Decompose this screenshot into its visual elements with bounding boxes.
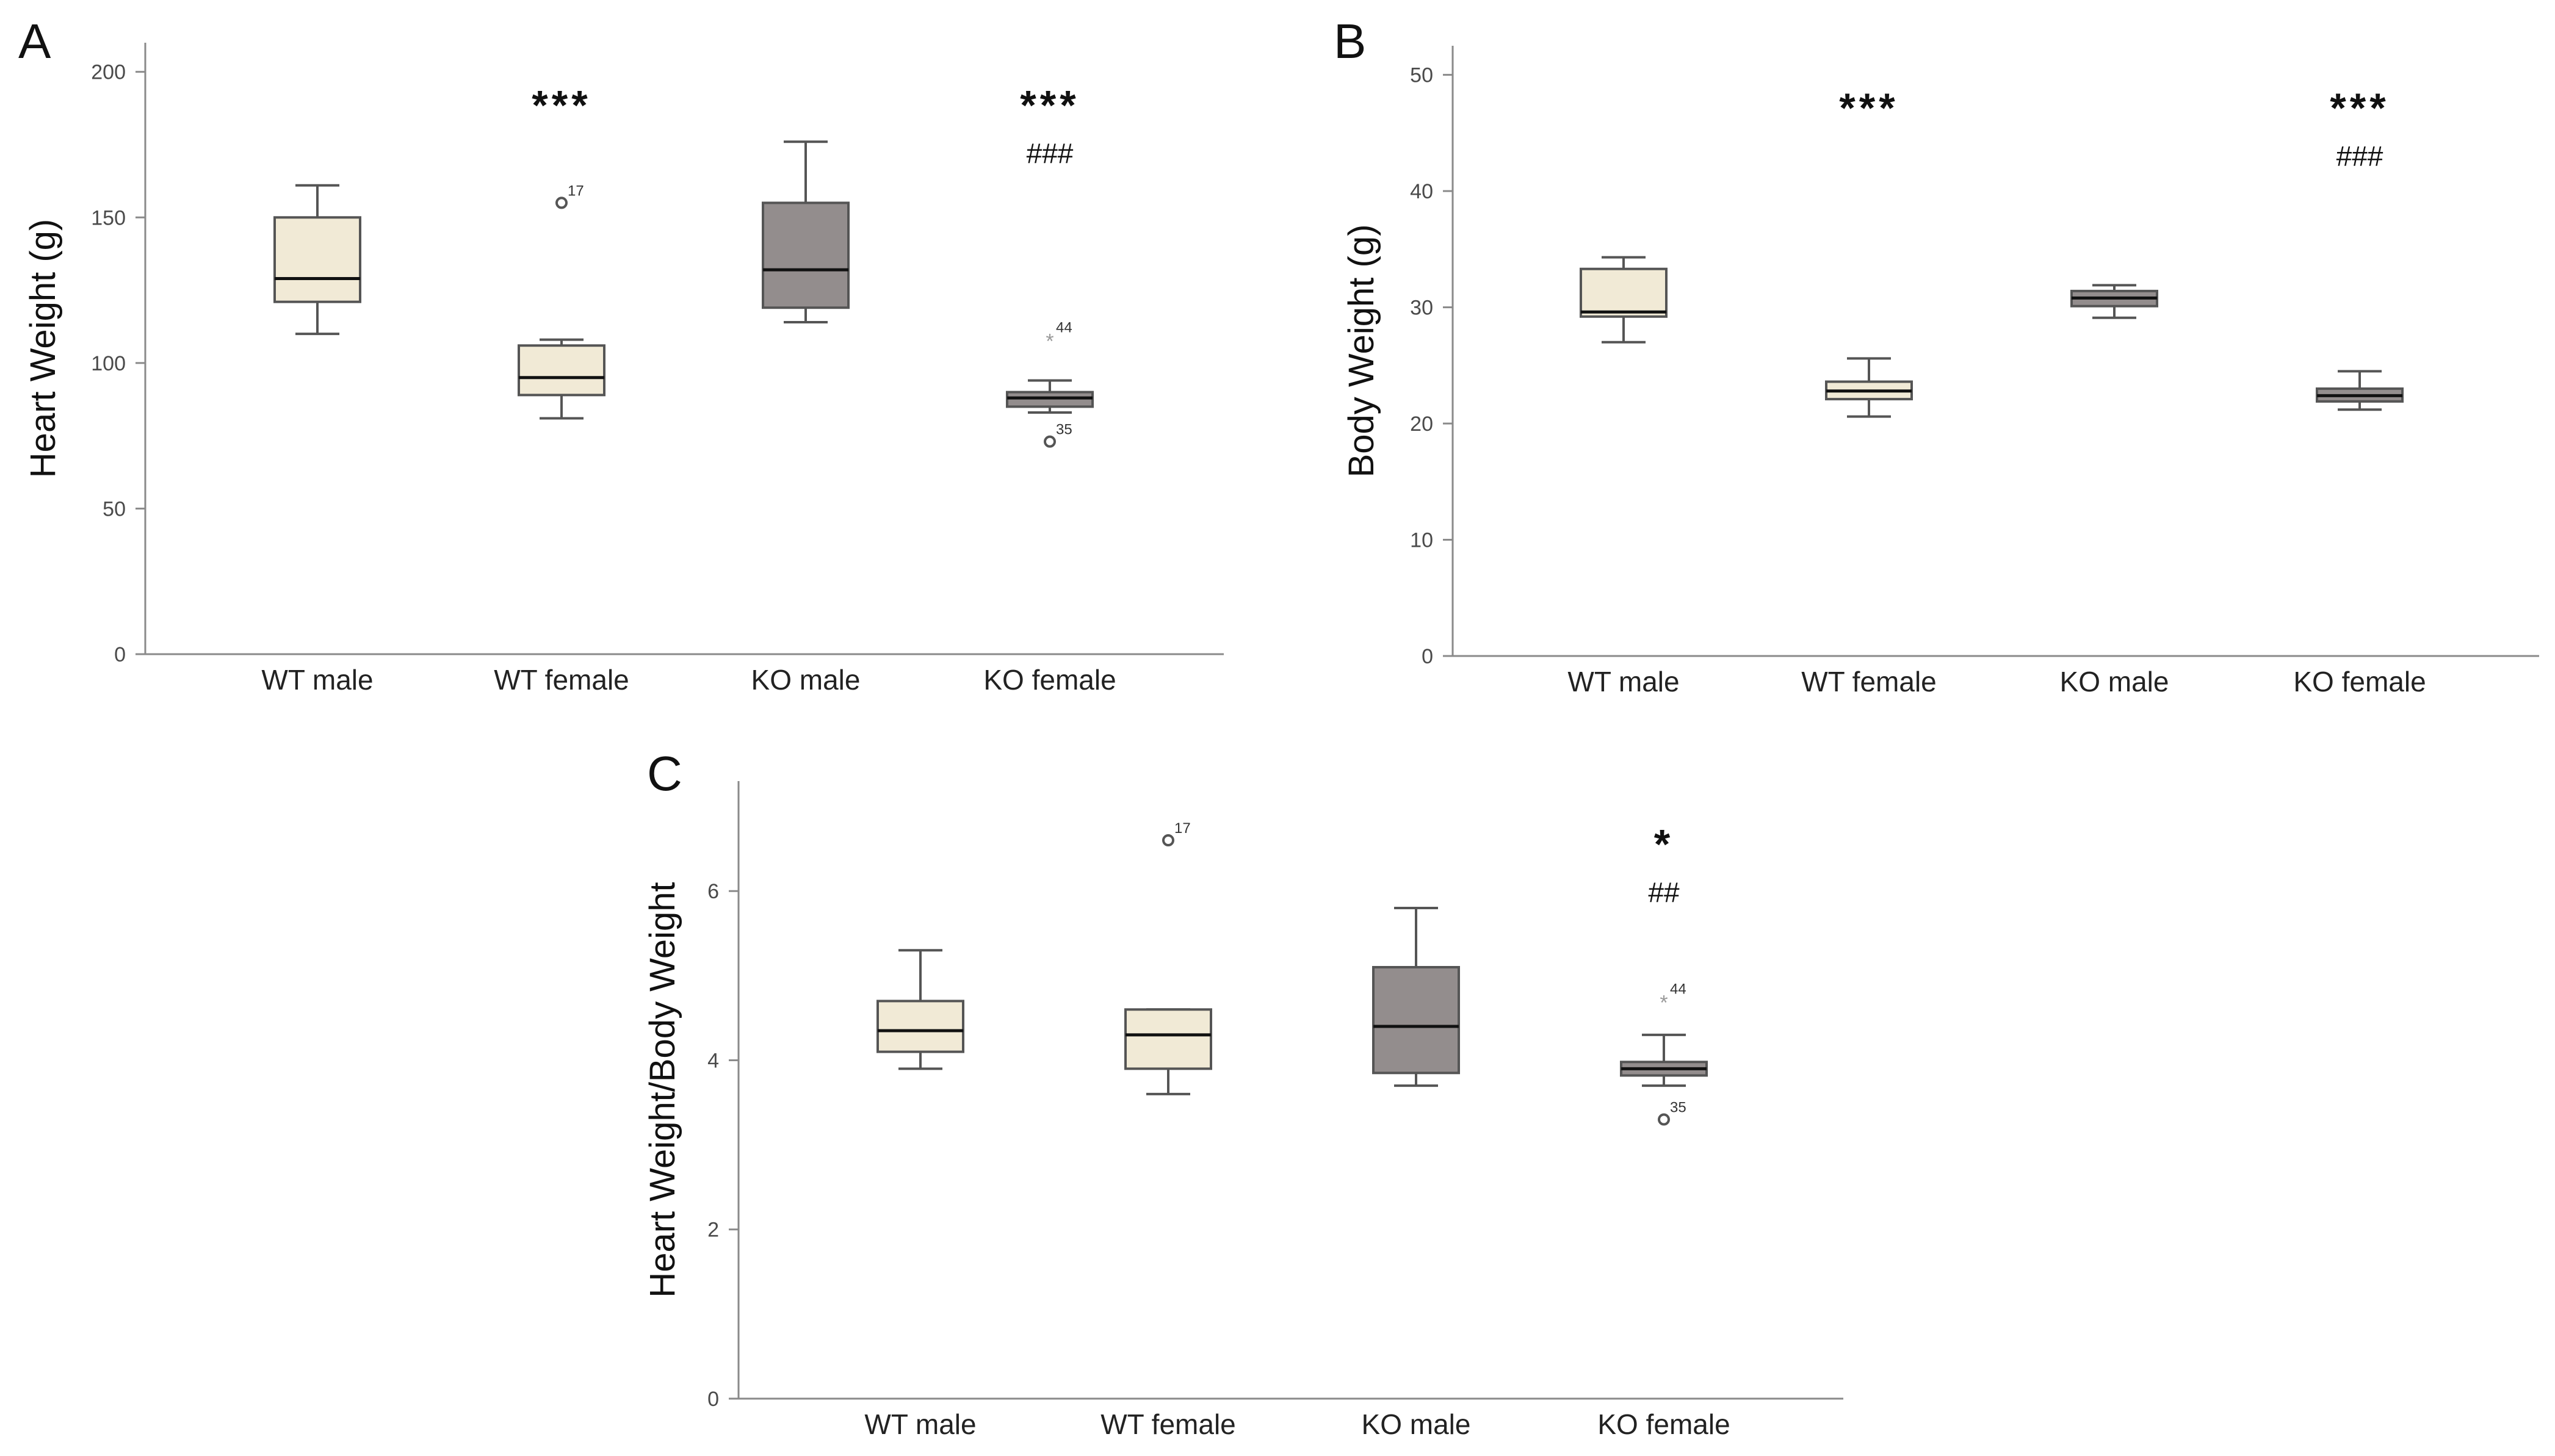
category-label: KO female xyxy=(1597,1408,1730,1440)
category-label: KO female xyxy=(2293,666,2426,697)
panel-letter: B xyxy=(1334,14,1366,68)
y-tick-label: 2 xyxy=(707,1219,719,1242)
y-tick-label: 0 xyxy=(1422,645,1433,668)
y-tick-label: 0 xyxy=(114,643,126,666)
outlier-label: 35 xyxy=(1056,422,1072,438)
y-tick-label: 100 xyxy=(91,352,126,375)
box-ko-male: KO male xyxy=(751,140,861,696)
category-label: WT female xyxy=(1100,1408,1236,1440)
y-tick-label: 50 xyxy=(1410,64,1433,87)
y-tick-label: 10 xyxy=(1410,529,1433,552)
significance-hash: ### xyxy=(1027,137,1074,169)
y-tick-label: 6 xyxy=(707,880,719,903)
panel-letter: C xyxy=(647,746,682,801)
significance-stars: *** xyxy=(1839,85,1898,131)
y-axis-label: Heart Weight (g) xyxy=(23,219,63,478)
box-ko-male: KO male xyxy=(1362,906,1471,1440)
category-label: WT male xyxy=(1567,666,1679,697)
category-label: WT male xyxy=(261,664,373,696)
category-label: WT male xyxy=(864,1408,976,1440)
significance-stars: * xyxy=(1654,821,1674,868)
outlier-label: 17 xyxy=(568,182,584,199)
box-ko-female: KO female *44 35 *** ### xyxy=(983,82,1116,696)
panel-letter: A xyxy=(18,14,51,68)
y-axis-label: Heart Weight/Body Weight xyxy=(643,882,682,1297)
y-tick-label: 4 xyxy=(707,1049,719,1072)
iqr-box xyxy=(518,344,605,397)
box-ko-male: KO male xyxy=(2060,284,2169,697)
y-tick-label: 200 xyxy=(91,61,126,84)
outlier-label: 17 xyxy=(1174,820,1191,837)
iqr-box xyxy=(876,1000,964,1053)
outlier-point xyxy=(555,196,568,209)
box-wt-female: WT female 17 *** xyxy=(494,82,629,696)
y-tick-label: 0 xyxy=(707,1388,719,1411)
outlier-label: 44 xyxy=(1670,981,1686,997)
y-tick-label: 40 xyxy=(1410,180,1433,203)
outlier-point xyxy=(1658,1113,1670,1126)
category-label: KO male xyxy=(2060,666,2169,697)
box-wt-male: WT male xyxy=(1567,256,1680,697)
panel-a: A Heart Weight (g) 0 50 100 150 200 WT male WT f… xyxy=(18,14,1224,696)
outlier-label: 44 xyxy=(1056,320,1072,336)
significance-hash: ### xyxy=(2336,140,2383,172)
box-wt-female: WT female *** xyxy=(1801,85,1937,697)
y-tick-label: 50 xyxy=(103,497,126,521)
iqr-box xyxy=(1124,1008,1212,1070)
category-label: KO male xyxy=(751,664,861,696)
y-axis-label: Body Weight (g) xyxy=(1342,225,1381,478)
significance-stars: *** xyxy=(2330,85,2389,131)
category-label: KO female xyxy=(983,664,1116,696)
outlier-point xyxy=(1162,834,1174,847)
significance-hash: ## xyxy=(1648,877,1680,909)
iqr-box xyxy=(273,216,361,303)
significance-stars: *** xyxy=(532,82,591,128)
panel-c: C Heart Weight/Body Weight 0 2 4 6 WT male WT f… xyxy=(643,746,1843,1440)
extreme-outlier-star: * xyxy=(1660,991,1668,1014)
category-label: KO male xyxy=(1362,1408,1471,1440)
y-tick-label: 150 xyxy=(91,206,126,229)
extreme-outlier-star: * xyxy=(1046,330,1053,353)
iqr-box xyxy=(762,201,850,309)
box-wt-female: WT female 17 xyxy=(1100,820,1236,1440)
box-wt-male: WT male xyxy=(261,184,374,696)
iqr-box xyxy=(1580,267,1668,318)
outlier-label: 35 xyxy=(1670,1100,1686,1116)
box-wt-male: WT male xyxy=(864,949,977,1440)
y-tick-label: 30 xyxy=(1410,297,1433,320)
category-label: WT female xyxy=(494,664,629,696)
category-label: WT female xyxy=(1801,666,1937,697)
significance-stars: *** xyxy=(1020,82,1079,128)
box-ko-female: KO female *** ### xyxy=(2293,85,2426,697)
outlier-point xyxy=(1044,435,1056,448)
y-tick-label: 20 xyxy=(1410,413,1433,436)
panel-b: B Body Weight (g) 0 10 20 30 40 50 WT male WT fem… xyxy=(1334,14,2539,697)
iqr-box xyxy=(1372,965,1460,1075)
